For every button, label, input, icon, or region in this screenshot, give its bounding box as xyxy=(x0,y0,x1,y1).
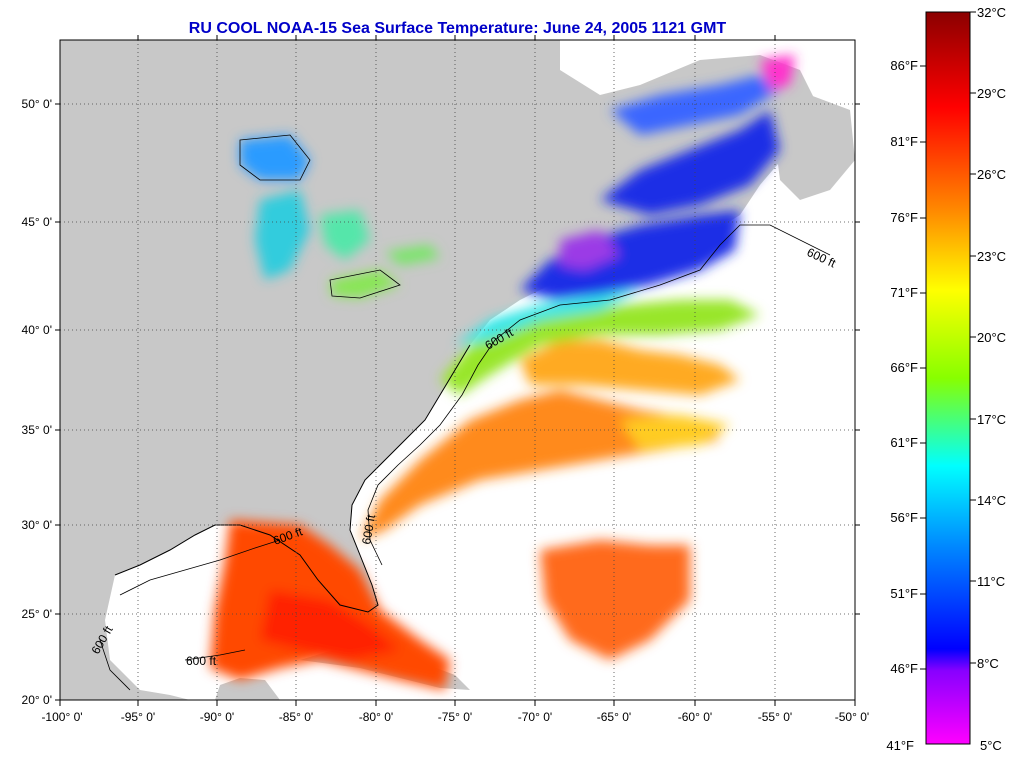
fahrenheit-label: 41°F xyxy=(886,738,914,753)
celsius-label: 23°C xyxy=(977,249,1006,264)
sst-field xyxy=(210,55,795,690)
celsius-label: 20°C xyxy=(977,330,1006,345)
fahrenheit-label: 56°F xyxy=(890,510,918,525)
fahrenheit-label: 86°F xyxy=(890,58,918,73)
celsius-label: 26°C xyxy=(977,167,1006,182)
lon-label: -75° 0' xyxy=(438,710,472,724)
map-title: RU COOL NOAA-15 Sea Surface Temperature:… xyxy=(188,20,727,37)
lon-label: -55° 0' xyxy=(758,710,792,724)
land-newfoundland xyxy=(770,95,855,200)
celsius-label: 29°C xyxy=(977,86,1006,101)
map-canvas: 600 ft 600 ft 600 ft 600 ft 600 ft 600 f… xyxy=(60,40,855,700)
fahrenheit-label: 76°F xyxy=(890,210,918,225)
lon-label: -60° 0' xyxy=(678,710,712,724)
fahrenheit-label: 51°F xyxy=(890,586,918,601)
map-frame xyxy=(59,39,856,701)
lat-label: 30° 0' xyxy=(22,518,52,532)
lat-axis xyxy=(55,103,860,701)
lon-label: -50° 0' xyxy=(835,710,869,724)
lon-label: -80° 0' xyxy=(359,710,393,724)
fahrenheit-label: 71°F xyxy=(890,285,918,300)
lon-label: -100° 0' xyxy=(41,710,82,724)
lon-label: -95° 0' xyxy=(121,710,155,724)
lon-label: -85° 0' xyxy=(279,710,313,724)
lat-label: 40° 0' xyxy=(22,323,52,337)
colorbar-celsius-labels: 32°C 29°C 26°C 23°C 20°C 17°C 14°C 11°C … xyxy=(977,5,1006,753)
celsius-label: 5°C xyxy=(980,738,1002,753)
celsius-label: 32°C xyxy=(977,5,1006,20)
lat-label: 35° 0' xyxy=(22,423,52,437)
fahrenheit-label: 81°F xyxy=(890,134,918,149)
lat-label: 50° 0' xyxy=(22,97,52,111)
lat-label: 25° 0' xyxy=(22,607,52,621)
fahrenheit-label: 46°F xyxy=(890,661,918,676)
celsius-label: 14°C xyxy=(977,493,1006,508)
lat-label: 20° 0' xyxy=(22,693,52,707)
lon-label: -65° 0' xyxy=(597,710,631,724)
isobath-label: 600 ft xyxy=(186,654,217,668)
colorbar xyxy=(925,11,971,745)
lat-label: 45° 0' xyxy=(22,215,52,229)
lat-labels: 50° 0' 45° 0' 40° 0' 35° 0' 30° 0' 25° 0… xyxy=(22,97,52,707)
coastline xyxy=(114,344,471,613)
colorbar-ticks xyxy=(920,11,976,670)
isobath-label: 600 ft xyxy=(359,513,378,546)
great-lakes-outline xyxy=(239,134,401,299)
celsius-label: 8°C xyxy=(977,656,999,671)
celsius-label: 11°C xyxy=(977,574,1005,589)
graticule xyxy=(60,40,855,700)
fahrenheit-label: 61°F xyxy=(890,435,918,450)
colorbar-fahrenheit-labels: 86°F 81°F 76°F 71°F 66°F 61°F 56°F 51°F … xyxy=(886,58,918,753)
lon-axis xyxy=(59,35,856,706)
lon-labels: -100° 0' -95° 0' -90° 0' -85° 0' -80° 0'… xyxy=(41,710,869,724)
celsius-label: 17°C xyxy=(977,412,1006,427)
lon-label: -70° 0' xyxy=(518,710,552,724)
isobath-contours xyxy=(99,224,831,691)
land-yucatan xyxy=(215,678,280,700)
lon-label: -90° 0' xyxy=(200,710,234,724)
fahrenheit-label: 66°F xyxy=(890,360,918,375)
